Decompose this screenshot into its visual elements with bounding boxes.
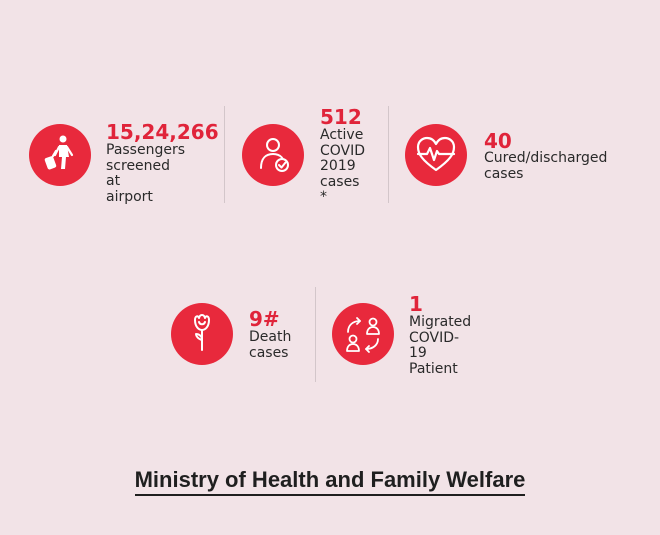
migrated-count: 1 [409,292,423,316]
traveler-with-luggage-icon [44,135,74,170]
active-cases-count: 512 [320,105,362,129]
cured-icon-circle [405,124,467,186]
deaths-count: 9# [249,307,280,331]
patient-check-icon [260,138,289,172]
migrated-icon-circle [332,303,394,365]
passengers-icon-circle [29,124,91,186]
divider-1 [224,106,225,203]
passengers-label: Passengers screened at airport [106,142,186,205]
rose-icon [194,314,210,351]
active-cases-label: Active COVID 2019 cases * [320,127,366,205]
migration-arrows-icon [346,317,380,353]
heartbeat-icon [416,136,456,172]
footer: Ministry of Health and Family Welfare [0,467,660,496]
migrated-label: Migrated COVID- 19 Patient [409,314,472,377]
deaths-label: Death cases [249,329,292,361]
active-cases-icon-circle [242,124,304,186]
cured-count: 40 [484,129,512,153]
ministry-title: Ministry of Health and Family Welfare [134,467,526,496]
passengers-count: 15,24,266 [106,120,219,144]
divider-2 [388,106,389,203]
deaths-icon-circle [171,303,233,365]
divider-3 [315,287,316,382]
cured-label: Cured/discharged cases [484,150,608,182]
